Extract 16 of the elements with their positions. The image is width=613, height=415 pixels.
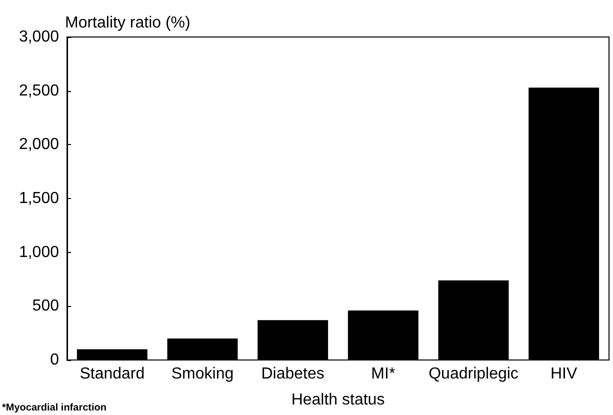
y-tick-label: 3,000 xyxy=(18,28,60,46)
x-tick-label: Standard xyxy=(80,366,145,382)
text: *Myocardial infarction xyxy=(2,402,106,414)
x-tick-label: Diabetes xyxy=(261,366,324,382)
x-axis-title: Health status xyxy=(291,392,385,408)
y-tick-label: 1,000 xyxy=(18,244,60,261)
y-tick-label: 500 xyxy=(32,298,60,315)
x-tick-label: Quadriplegic xyxy=(428,366,518,382)
x-tick-label: Smoking xyxy=(171,366,234,382)
x-tick-label: HIV xyxy=(550,366,578,382)
y-tick-label: 2,000 xyxy=(18,136,60,154)
x-tick-label: MI* xyxy=(371,366,396,382)
y-tick-label: 1,500 xyxy=(18,190,60,207)
y-axis-title: Mortality ratio (%) xyxy=(65,14,190,32)
y-tick-label: 0 xyxy=(50,352,60,368)
y-tick-label: 2,500 xyxy=(18,82,60,100)
